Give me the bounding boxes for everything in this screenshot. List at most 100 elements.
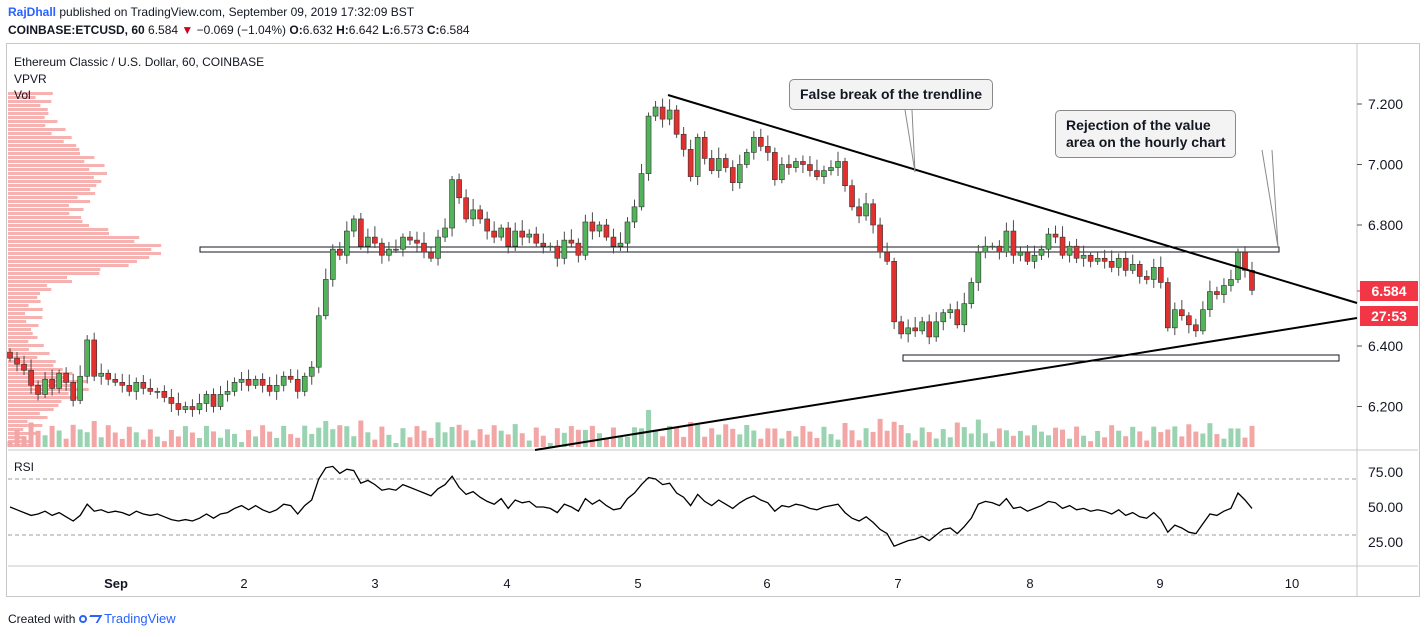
candle-body[interactable] xyxy=(1249,270,1255,291)
candle-body[interactable] xyxy=(821,170,827,177)
candle-body[interactable] xyxy=(526,233,533,238)
candle-body[interactable] xyxy=(351,218,357,232)
value-area-box[interactable] xyxy=(199,246,1280,253)
candle-body[interactable] xyxy=(189,406,196,410)
candle-body[interactable] xyxy=(750,136,757,153)
candle-body[interactable] xyxy=(954,309,961,326)
candle-body[interactable] xyxy=(975,251,982,283)
candle-body[interactable] xyxy=(687,149,694,177)
candle-body[interactable] xyxy=(140,381,147,389)
candle-body[interactable] xyxy=(231,381,238,392)
candle-body[interactable] xyxy=(596,224,603,232)
candle-body[interactable] xyxy=(393,248,399,251)
candle-body[interactable] xyxy=(666,109,673,120)
candle-body[interactable] xyxy=(877,224,883,253)
candle-body[interactable] xyxy=(1017,251,1024,256)
candle-body[interactable] xyxy=(329,248,336,280)
candle-body[interactable] xyxy=(112,378,119,383)
candle-body[interactable] xyxy=(224,391,231,395)
candle-body[interactable] xyxy=(554,245,561,259)
candle-body[interactable] xyxy=(491,230,497,238)
candle-body[interactable] xyxy=(245,378,252,386)
candle-body[interactable] xyxy=(582,221,589,256)
candle-body[interactable] xyxy=(786,164,792,168)
candle-body[interactable] xyxy=(575,242,582,256)
candle-body[interactable] xyxy=(498,227,504,238)
candle-body[interactable] xyxy=(372,236,378,244)
descending-trendline[interactable] xyxy=(667,94,1358,304)
candle-body[interactable] xyxy=(322,279,329,317)
candle-body[interactable] xyxy=(835,161,841,168)
candle-body[interactable] xyxy=(336,248,343,256)
candle-body[interactable] xyxy=(379,242,385,256)
candle-body[interactable] xyxy=(512,230,519,247)
candle-body[interactable] xyxy=(1143,276,1150,280)
candle-body[interactable] xyxy=(365,236,371,247)
candle-body[interactable] xyxy=(1066,245,1073,256)
candle-body[interactable] xyxy=(484,218,490,232)
candle-body[interactable] xyxy=(947,309,954,314)
candle-body[interactable] xyxy=(358,218,364,247)
candle-body[interactable] xyxy=(84,339,90,377)
candle-body[interactable] xyxy=(77,375,83,401)
candle-body[interactable] xyxy=(1108,260,1115,268)
candle-body[interactable] xyxy=(765,146,771,153)
candle-body[interactable] xyxy=(386,248,392,256)
vpvr-label[interactable]: VPVR xyxy=(14,72,47,86)
candle-body[interactable] xyxy=(477,209,483,220)
candle-body[interactable] xyxy=(147,388,154,392)
candle-body[interactable] xyxy=(1087,254,1094,262)
candle-body[interactable] xyxy=(21,363,27,371)
candle-body[interactable] xyxy=(133,381,140,392)
candle-body[interactable] xyxy=(91,339,98,377)
candle-body[interactable] xyxy=(1059,236,1066,256)
candle-body[interactable] xyxy=(42,378,48,395)
candle-body[interactable] xyxy=(772,152,778,180)
candle-body[interactable] xyxy=(1073,245,1080,259)
candle-body[interactable] xyxy=(315,315,322,368)
candle-body[interactable] xyxy=(252,378,259,386)
candle-body[interactable] xyxy=(1038,248,1045,256)
candle-body[interactable] xyxy=(968,282,975,304)
candle-body[interactable] xyxy=(63,372,69,383)
candle-body[interactable] xyxy=(266,385,273,392)
candle-body[interactable] xyxy=(217,394,224,407)
candle-body[interactable] xyxy=(168,397,175,404)
candle-body[interactable] xyxy=(344,230,350,256)
candle-body[interactable] xyxy=(1186,315,1192,326)
rejection-callout[interactable]: Rejection of the value area on the hourl… xyxy=(1055,110,1237,158)
candle-body[interactable] xyxy=(863,203,869,217)
candle-body[interactable] xyxy=(905,327,911,335)
candle-body[interactable] xyxy=(870,203,876,226)
vol-label[interactable]: Vol xyxy=(14,88,31,102)
candle-body[interactable] xyxy=(259,378,266,386)
candle-body[interactable] xyxy=(35,385,41,395)
candle-body[interactable] xyxy=(919,321,926,332)
candle-body[interactable] xyxy=(540,242,547,247)
candle-body[interactable] xyxy=(933,321,940,338)
candle-body[interactable] xyxy=(1031,254,1038,262)
candle-body[interactable] xyxy=(793,161,799,168)
candle-body[interactable] xyxy=(680,133,687,150)
candle-body[interactable] xyxy=(603,224,610,238)
candle-body[interactable] xyxy=(98,372,105,377)
candle-body[interactable] xyxy=(175,403,182,410)
candle-body[interactable] xyxy=(996,245,1003,253)
candle-body[interactable] xyxy=(758,136,764,147)
candle-body[interactable] xyxy=(898,321,904,335)
candle-body[interactable] xyxy=(652,106,659,117)
candle-body[interactable] xyxy=(1200,309,1206,332)
candle-body[interactable] xyxy=(814,170,820,177)
candle-body[interactable] xyxy=(1214,291,1220,295)
candle-body[interactable] xyxy=(1150,267,1157,280)
candle-body[interactable] xyxy=(722,158,729,168)
candle-body[interactable] xyxy=(407,236,413,241)
candle-body[interactable] xyxy=(56,372,62,389)
candle-body[interactable] xyxy=(449,179,455,229)
candle-body[interactable] xyxy=(14,357,20,365)
candle-body[interactable] xyxy=(1122,257,1129,271)
candle-body[interactable] xyxy=(708,158,715,171)
candle-body[interactable] xyxy=(589,221,596,232)
tradingview-link[interactable]: TradingView xyxy=(104,611,176,626)
candle-body[interactable] xyxy=(926,321,933,338)
